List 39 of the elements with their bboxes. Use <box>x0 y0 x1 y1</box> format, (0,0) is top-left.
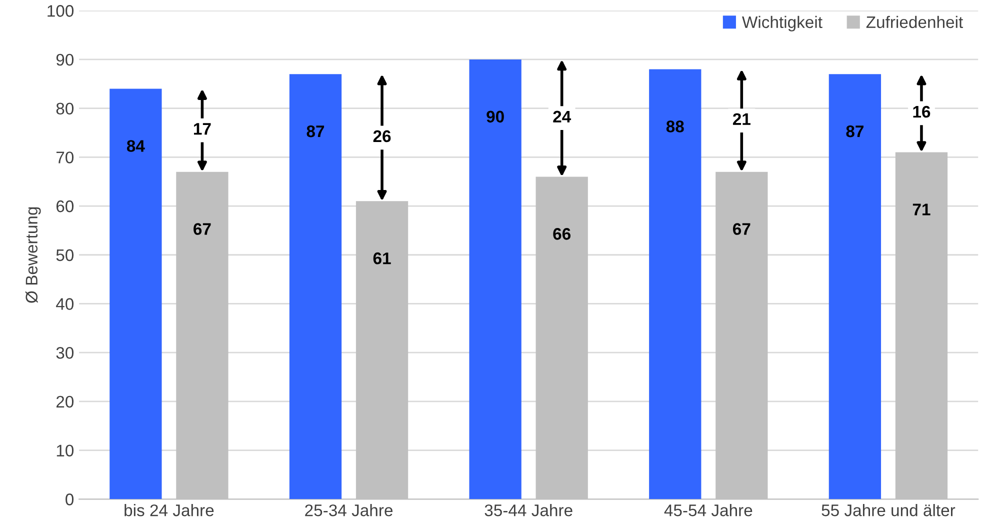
annotation: 17 <box>194 123 211 135</box>
legend-label: Zufriedenheit <box>866 16 964 28</box>
y-tick-label: 0 <box>66 494 74 506</box>
data-label: 87 <box>846 125 864 138</box>
annotation: 16 <box>913 106 930 118</box>
y-tick-label: 10 <box>56 444 74 456</box>
bar <box>469 59 522 500</box>
annotation: 24 <box>553 110 572 122</box>
data-label: 90 <box>486 110 504 123</box>
x-tick-label: 25-34 Jahre <box>305 504 392 516</box>
data-label: 87 <box>306 125 324 138</box>
y-tick-label: 40 <box>56 298 74 310</box>
x-tick-label: 35-44 Jahre <box>484 504 572 516</box>
data-label: 84 <box>126 140 145 152</box>
x-tick-label: bis 24 Jahre <box>124 504 214 516</box>
annotation: 21 <box>732 113 750 125</box>
y-tick-label: 60 <box>56 200 74 212</box>
x-tick-label: 45-54 Jahre <box>664 504 752 516</box>
y-tick-label: 100 <box>48 5 74 17</box>
data-label: 61 <box>373 252 391 264</box>
bar <box>828 74 882 500</box>
y-tick-label: 50 <box>56 249 74 262</box>
data-label: 71 <box>912 204 930 216</box>
y-tick-label: 90 <box>56 54 74 66</box>
data-label: 67 <box>733 223 750 235</box>
data-label: 88 <box>666 120 684 132</box>
bar <box>110 88 162 500</box>
x-tick-label: 55 Jahre und älter <box>822 504 956 516</box>
y-tick-label: 80 <box>56 102 74 115</box>
data-label: 66 <box>553 228 571 240</box>
data-label: 67 <box>194 223 211 235</box>
y-tick-label: 30 <box>56 346 74 359</box>
annotation: 26 <box>373 130 391 142</box>
bar <box>649 69 702 500</box>
legend-label: Wichtigkeit <box>742 16 822 32</box>
y-axis-title: Ø Bewertung <box>25 207 41 303</box>
y-tick-label: 70 <box>56 152 74 164</box>
bar <box>289 74 342 500</box>
y-tick-label: 20 <box>56 396 74 408</box>
